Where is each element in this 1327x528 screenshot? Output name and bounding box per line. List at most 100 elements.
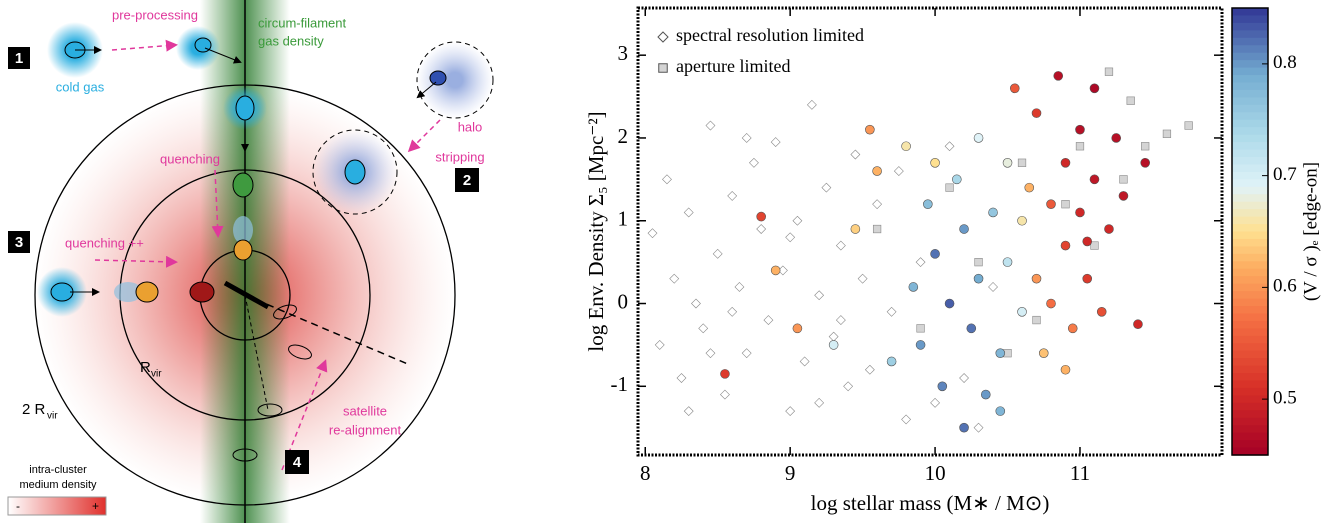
colorbar-strip — [1232, 89, 1268, 98]
point — [974, 258, 983, 267]
radial-line — [244, 294, 269, 411]
label: circum-filament — [258, 15, 347, 30]
point — [1104, 224, 1114, 234]
point — [995, 348, 1006, 358]
step-box — [8, 47, 30, 69]
point — [814, 290, 825, 301]
label: R — [140, 359, 151, 376]
label: re-alignment — [329, 422, 402, 437]
point — [872, 166, 882, 176]
point — [966, 323, 977, 334]
point — [973, 273, 984, 284]
point — [705, 348, 716, 359]
colorbar-strip — [1232, 440, 1268, 449]
galaxy — [232, 172, 254, 198]
point — [720, 389, 730, 400]
point — [1031, 108, 1042, 118]
point — [1082, 273, 1093, 284]
x-tick-label: 9 — [785, 461, 796, 485]
point — [741, 348, 752, 359]
point — [995, 406, 1006, 416]
point — [1067, 323, 1078, 334]
colorbar-strip — [1232, 119, 1268, 128]
point — [770, 265, 781, 276]
y-tick-label: -1 — [611, 372, 629, 396]
point — [763, 315, 774, 325]
point — [669, 273, 680, 284]
galaxy-ghost — [114, 282, 142, 302]
x-tick-label: 8 — [640, 461, 651, 485]
colorbar-label: (V / σ )ₑ [edge-on] — [1300, 162, 1321, 301]
y-tick-label: 0 — [618, 289, 629, 313]
label: cold gas — [56, 79, 105, 94]
point — [647, 228, 658, 239]
colorbar-strip — [1232, 8, 1268, 17]
colorbar-strip — [1232, 134, 1268, 143]
point — [1089, 83, 1100, 94]
point — [1046, 298, 1056, 309]
galaxy — [135, 281, 159, 303]
step-box — [8, 231, 30, 253]
point — [705, 120, 716, 131]
point — [944, 141, 955, 152]
label: - — [16, 499, 20, 513]
colorbar-strip — [1232, 149, 1268, 158]
arrow — [416, 81, 437, 99]
legend-marker — [657, 31, 669, 43]
point — [792, 215, 803, 226]
point — [1053, 71, 1064, 81]
point — [1111, 133, 1122, 143]
y-axis-label: log Env. Density Σ₅ [Mpc⁻²] — [584, 111, 608, 351]
point — [915, 257, 926, 268]
point — [1082, 236, 1093, 247]
step-box — [285, 450, 309, 474]
point — [901, 141, 911, 152]
point — [1184, 121, 1193, 130]
point — [937, 381, 948, 392]
point — [923, 199, 933, 209]
chart: spectral resolution limited aperture limi… — [584, 6, 1321, 515]
colorbar-strip — [1232, 112, 1268, 121]
point — [959, 224, 969, 234]
satellite — [273, 304, 297, 320]
colorbar-strip — [1232, 201, 1268, 210]
point — [1060, 364, 1071, 375]
label: pre-processing — [112, 7, 198, 22]
colorbar-strip — [1232, 82, 1268, 91]
step: 1 — [15, 50, 23, 67]
colorbar-strip — [1232, 365, 1268, 374]
colorbar-strip — [1232, 380, 1268, 389]
colorbar-strip — [1232, 320, 1268, 329]
colorbar-strip — [1232, 186, 1268, 195]
legend-marker — [658, 63, 668, 73]
galaxy — [344, 159, 366, 185]
label: intra-cluster — [29, 464, 87, 476]
point — [1017, 215, 1027, 226]
point — [988, 207, 998, 218]
point — [662, 174, 672, 185]
colorbar-strip — [1232, 216, 1268, 225]
icm-scale — [7, 496, 107, 516]
colorbar-strip — [1232, 387, 1268, 396]
colorbar-strip — [1232, 52, 1268, 61]
galaxy — [429, 70, 447, 86]
colorbar-strip — [1232, 157, 1268, 166]
label: satellite — [343, 403, 387, 418]
point — [691, 298, 701, 309]
point — [893, 166, 904, 176]
colorbar-strip — [1232, 261, 1268, 270]
point — [792, 323, 803, 334]
colorbar-tick-label: 0.5 — [1273, 387, 1297, 408]
colorbar-strip — [1232, 350, 1268, 359]
point — [828, 331, 839, 342]
point — [1090, 241, 1099, 250]
point — [1046, 199, 1056, 209]
satellite — [288, 344, 312, 360]
point — [835, 315, 846, 325]
colorbar-strip — [1232, 238, 1268, 247]
colorbar-strip — [1232, 30, 1268, 39]
point — [727, 190, 738, 201]
colorbar-tick-label: 0.7 — [1273, 164, 1297, 185]
point — [1009, 83, 1020, 94]
label: quenching ++ — [65, 235, 144, 250]
